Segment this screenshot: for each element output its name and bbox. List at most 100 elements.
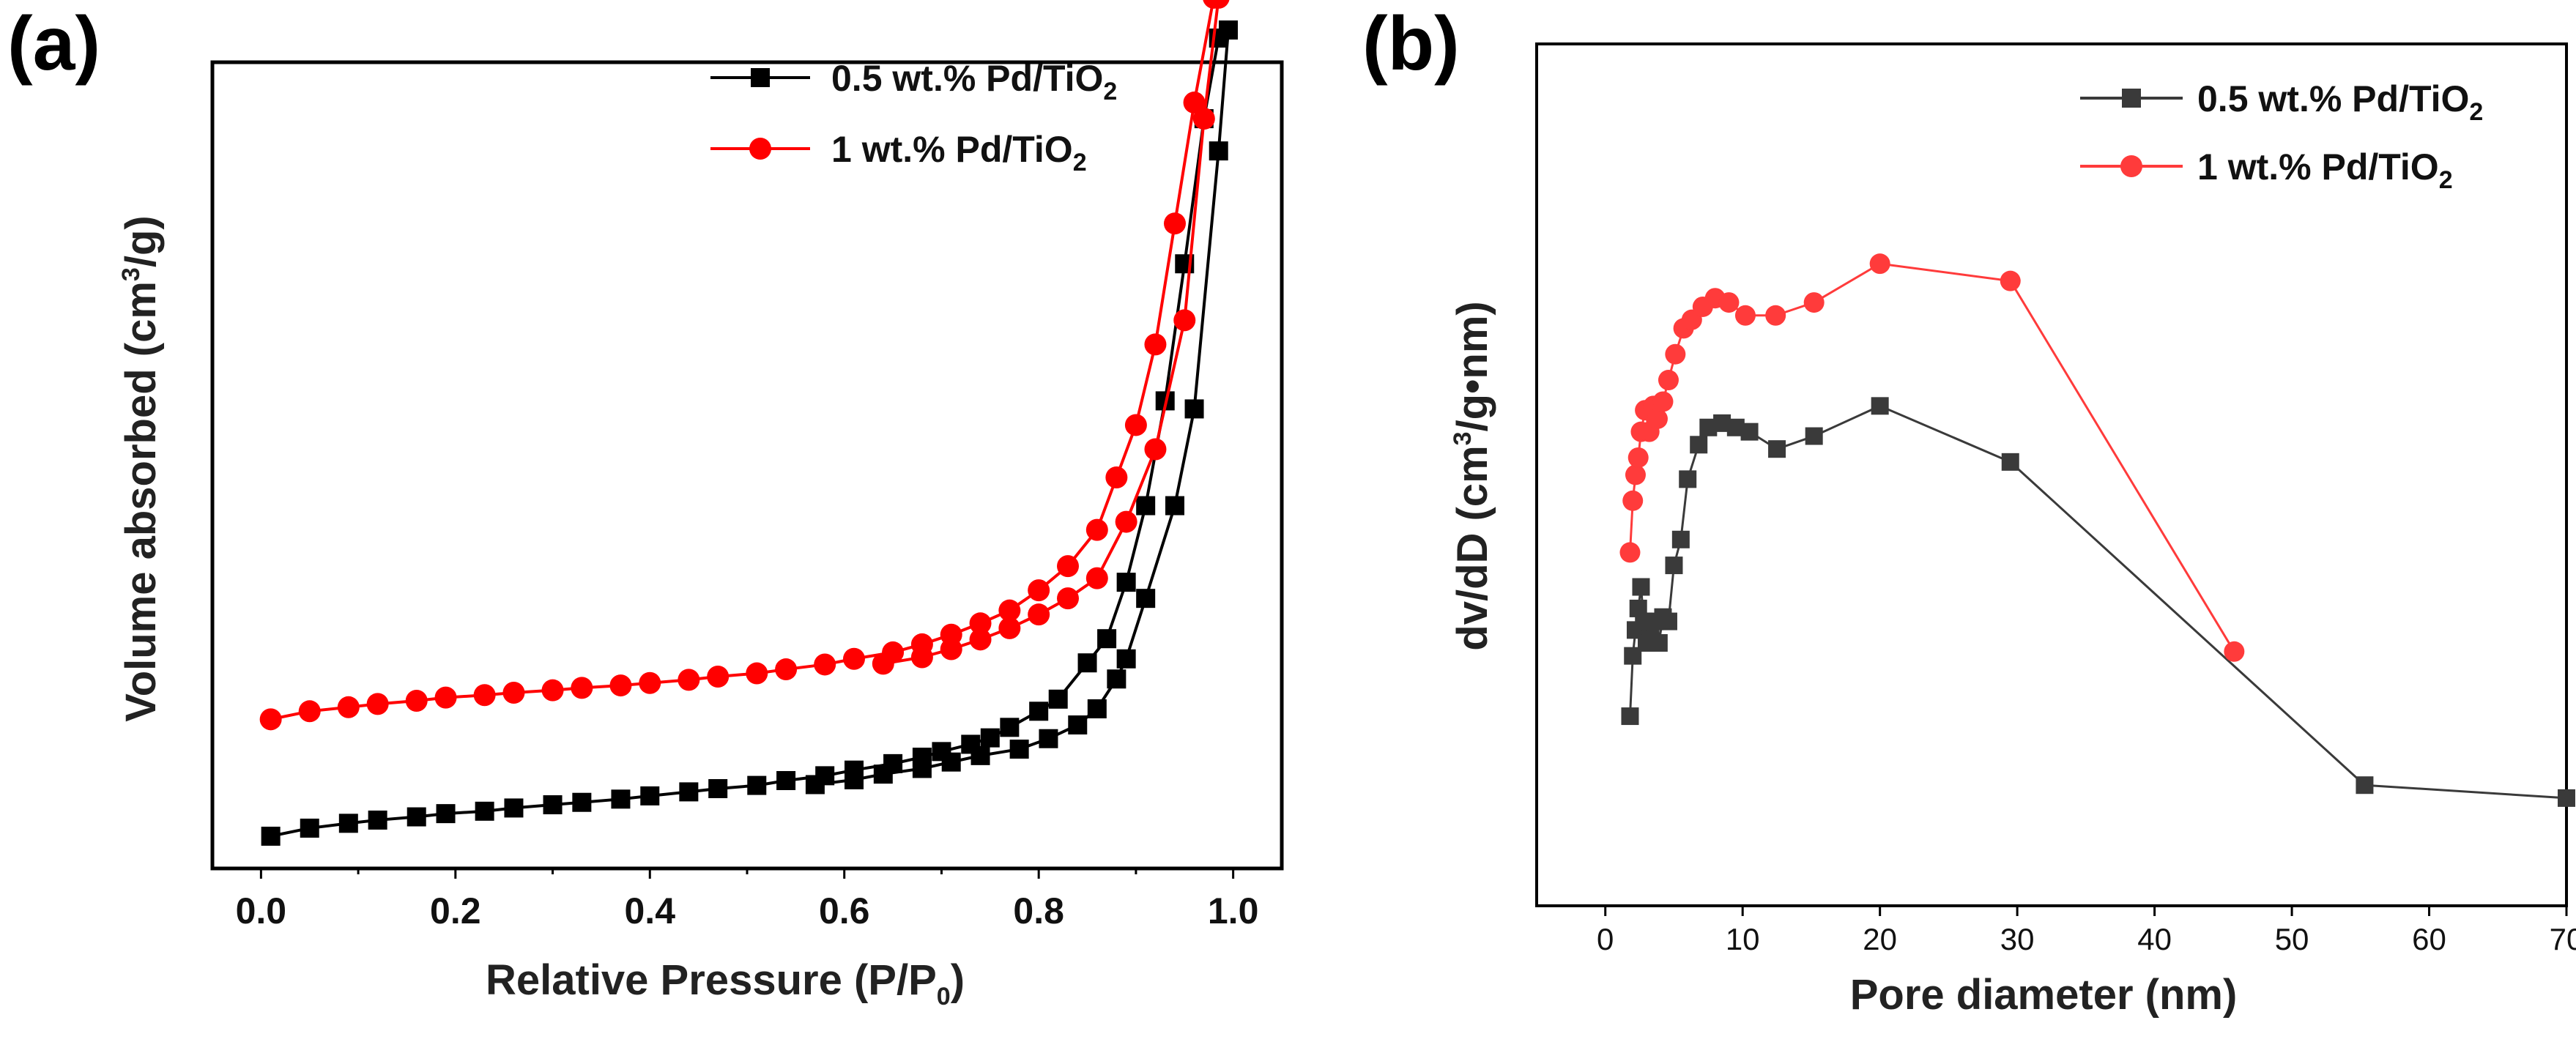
panel-a-series-1-point: [1208, 0, 1230, 9]
panel-b-x-tick-label: 40: [2137, 922, 2172, 956]
panel-a-series-1-point: [775, 658, 798, 681]
panel-a-series-1-point: [366, 693, 389, 715]
panel-b-series-1-point: [1665, 343, 1686, 365]
panel-a-series-0-point: [407, 807, 426, 827]
panel-a-series-0-point: [300, 818, 319, 838]
panel-a-series-1-point: [639, 671, 661, 694]
panel-b-series-1-point: [2000, 270, 2021, 291]
panel-b-legend-label-1-sub: 2: [2439, 166, 2453, 194]
panel-a-series-1-point: [1164, 212, 1186, 235]
panel-a-series-1-point: [1144, 333, 1167, 356]
panel-b-series-0-point: [1768, 440, 1786, 458]
panel-a-series-1-point: [1085, 567, 1108, 589]
panel-a-series-0-point: [873, 764, 893, 784]
panel-b-x-tick-label: 10: [1726, 922, 1760, 956]
panel-b-series-0-point: [1805, 427, 1823, 445]
panel-b-legend: 0.5 wt.% Pd/TiO2 1 wt.% Pd/TiO2: [2080, 78, 2483, 194]
panel-a-series-0-point: [338, 814, 358, 833]
panel-a-legend-label-1-sub: 2: [1073, 149, 1087, 176]
panel-a-legend-marker-1: [749, 138, 771, 160]
panel-a-series-1-point: [814, 653, 836, 676]
panel-a-x-tick-label: 1.0: [1208, 890, 1259, 931]
panel-a-legend-label-1-main: 1 wt.% Pd/TiO: [831, 129, 1073, 170]
panel-b-legend-label-1-main: 1 wt.% Pd/TiO: [2197, 146, 2439, 187]
panel-a-series-1-point: [571, 677, 593, 699]
panel-b-series-1-point: [1734, 305, 1756, 326]
panel-a-series-0-point: [708, 779, 728, 799]
panel-b-y-axis-title: dv/dD (cm3/g•nm): [1449, 301, 1496, 650]
panel-a-series-1-point: [1057, 587, 1079, 610]
panel-a-series-0-point: [1087, 699, 1107, 719]
panel-b-series-1-point: [2224, 641, 2245, 662]
panel-b-legend-label-0-main: 0.5 wt.% Pd/TiO: [2197, 78, 2469, 119]
panel-b-series-1-point: [1619, 542, 1641, 563]
panel-b-legend-marker-0: [2122, 89, 2141, 108]
panel-b-y-axis-title-end: /g•nm): [1449, 301, 1496, 431]
panel-a-series-0-point: [504, 798, 524, 818]
panel-a-legend-label-0-main: 0.5 wt.% Pd/TiO: [831, 58, 1103, 99]
panel-a-series-1-point: [1085, 518, 1108, 541]
panel-b-series-0-point: [2001, 453, 2019, 471]
panel-b-series-1-point: [1869, 253, 1890, 275]
panel-b-series-1-point: [1718, 292, 1740, 313]
panel-b-series-0-point: [1690, 436, 1708, 454]
panel-a-x-tick-label: 0.2: [430, 890, 481, 931]
panel-b-x-tick-label: 60: [2412, 922, 2446, 956]
panel-a-series-1-point: [1173, 309, 1196, 332]
panel-a-series-0-point: [970, 745, 990, 765]
panel-b-y-axis-title-main: dv/dD (cm: [1449, 445, 1496, 650]
panel-b-series-0-point: [2356, 776, 2374, 794]
panel-a-series-1-point: [746, 662, 768, 685]
panel-b-plot-frame: [1535, 42, 2568, 907]
panel-b-series-1-point: [1622, 490, 1644, 511]
panel-a-series-1-point: [609, 674, 632, 697]
panel-a-series-0-point: [1009, 740, 1029, 759]
panel-a-series-1-line: [270, 0, 1220, 721]
panel-a-series-0-point: [1136, 589, 1156, 609]
panel-b-series-0-point: [1632, 578, 1650, 596]
panel-b-legend-marker-1: [2120, 155, 2142, 177]
panel-b-series-0-point: [1679, 470, 1697, 488]
panel-b-series-1-point: [1652, 391, 1674, 412]
panel-b-x-tick-label: 50: [2275, 922, 2309, 956]
panel-a-series-1-point: [678, 669, 700, 691]
panel-a-series-0-point: [845, 770, 864, 789]
panel-a-series-1-point: [502, 681, 525, 704]
panel-a-series-0-point: [980, 728, 1000, 748]
panel-b-x-tick-label: 20: [1863, 922, 1897, 956]
panel-b-series-1-point: [1658, 370, 1679, 391]
panel-a-series-1-point: [940, 638, 962, 660]
panel-a-legend-label-0: 0.5 wt.% Pd/TiO2: [831, 58, 1117, 105]
panel-a-series-0-point: [543, 795, 563, 815]
panel-a-series-1-point: [872, 652, 894, 675]
panel-a-series-1-point: [541, 679, 564, 702]
panel-a-series-1-point: [910, 646, 933, 669]
panel-b-series-0-point: [1621, 707, 1639, 726]
panel-b-series-1-point: [1647, 408, 1668, 429]
panel-a-series-1-point: [1105, 466, 1128, 489]
panel-a-series-1-point: [298, 700, 321, 723]
panel-a-x-axis-title-sub: 0: [937, 983, 951, 1011]
panel-a-series-1-point: [1183, 92, 1206, 114]
panel-a-series-1-point: [969, 628, 992, 651]
panel-b-series-1-point: [1803, 292, 1825, 313]
panel-a-series-0-point: [1097, 629, 1117, 649]
panel-a-series-1-point: [1192, 108, 1215, 130]
panel-b-series-0-point: [2558, 789, 2575, 807]
panel-b-label: (b): [1362, 1, 1460, 86]
panel-a-series-0-point: [1165, 496, 1184, 516]
panel-a-series-0-point: [1219, 20, 1238, 40]
panel-b-series-0-point: [1659, 612, 1677, 630]
panel-a-series-0-point: [679, 782, 699, 802]
panel-b-pore-distribution: (b) 0 10 20 30 40 50 60 70 Pore diameter (nm) d…: [1362, 1, 2576, 1019]
panel-a-series-0-point: [1029, 702, 1049, 721]
panel-b-legend-label-0: 0.5 wt.% Pd/TiO2: [2197, 78, 2483, 126]
panel-a-series-1-point: [1144, 438, 1167, 461]
panel-a-label: (a): [7, 1, 100, 86]
panel-b-legend-label-0-sub: 2: [2469, 98, 2483, 126]
panel-a-x-axis-title-end: ): [951, 956, 965, 1004]
panel-a-x-tick-label: 0.6: [819, 890, 870, 931]
panel-a-series-1-point: [843, 647, 865, 670]
panel-a-series-1-point: [707, 665, 730, 688]
